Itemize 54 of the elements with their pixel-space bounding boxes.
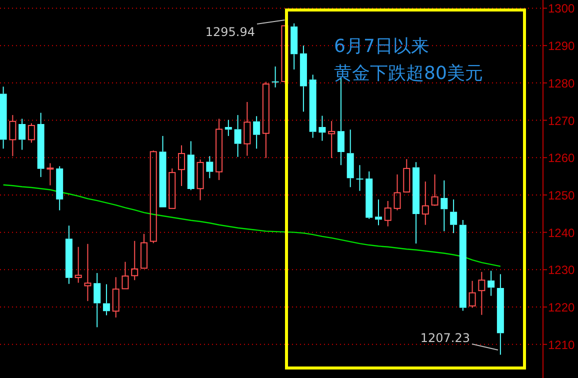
y-tick-label: 1300 [548, 2, 576, 16]
candlestick [224, 119, 232, 136]
candlestick [9, 114, 16, 157]
candlestick [46, 162, 54, 186]
candlestick [65, 225, 72, 284]
candlestick [74, 246, 82, 284]
candlestick [94, 272, 101, 328]
candlestick [488, 270, 495, 296]
candlestick [375, 198, 382, 226]
y-tick-label: 1230 [548, 263, 576, 278]
candlestick [496, 274, 504, 356]
annotation: 1295.94 [205, 25, 255, 39]
candlestick [440, 180, 448, 232]
candlestick [18, 118, 26, 150]
y-tick-label: 1220 [548, 300, 576, 315]
y-tick-label: 1280 [548, 76, 576, 90]
candlestick [384, 200, 392, 227]
candlestick [272, 66, 279, 88]
candlestick [309, 74, 316, 138]
candlestick [346, 129, 354, 188]
candlestick [318, 115, 326, 142]
candlestick [328, 120, 336, 158]
candlestick [300, 45, 307, 112]
candlestick [290, 22, 298, 70]
candlestick [450, 198, 458, 234]
candlestick [0, 86, 7, 150]
candlestick [234, 114, 242, 158]
candlestick [112, 276, 120, 318]
candlestick [187, 140, 194, 191]
candlestick [459, 220, 466, 312]
y-tick-label: 1290 [548, 39, 576, 54]
candlestick [56, 166, 64, 211]
candlestick [422, 181, 429, 226]
candlestick [366, 170, 373, 220]
candlestick [253, 116, 260, 150]
y-tick-label: 1240 [548, 226, 576, 240]
y-tick-label: 1250 [548, 188, 576, 202]
candlestick [178, 144, 186, 187]
candlestick [84, 243, 92, 302]
line-series [2, 184, 502, 267]
y-tick-label: 1260 [548, 151, 576, 166]
candlestick [244, 101, 251, 156]
annotation: 1207.23 [420, 331, 470, 345]
candlestick [216, 118, 223, 181]
candlestick [356, 164, 364, 192]
y-tick-label: 1210 [548, 338, 576, 352]
annotation: 黄金下跌超80美元 [334, 63, 483, 84]
candlestick [37, 112, 44, 178]
annotation: 6月7日以来 [334, 36, 429, 57]
y-tick-label: 1270 [548, 114, 576, 128]
candlestick [206, 156, 214, 179]
candlestick [412, 162, 420, 244]
candlestick [478, 271, 486, 316]
candlestick [102, 284, 110, 316]
